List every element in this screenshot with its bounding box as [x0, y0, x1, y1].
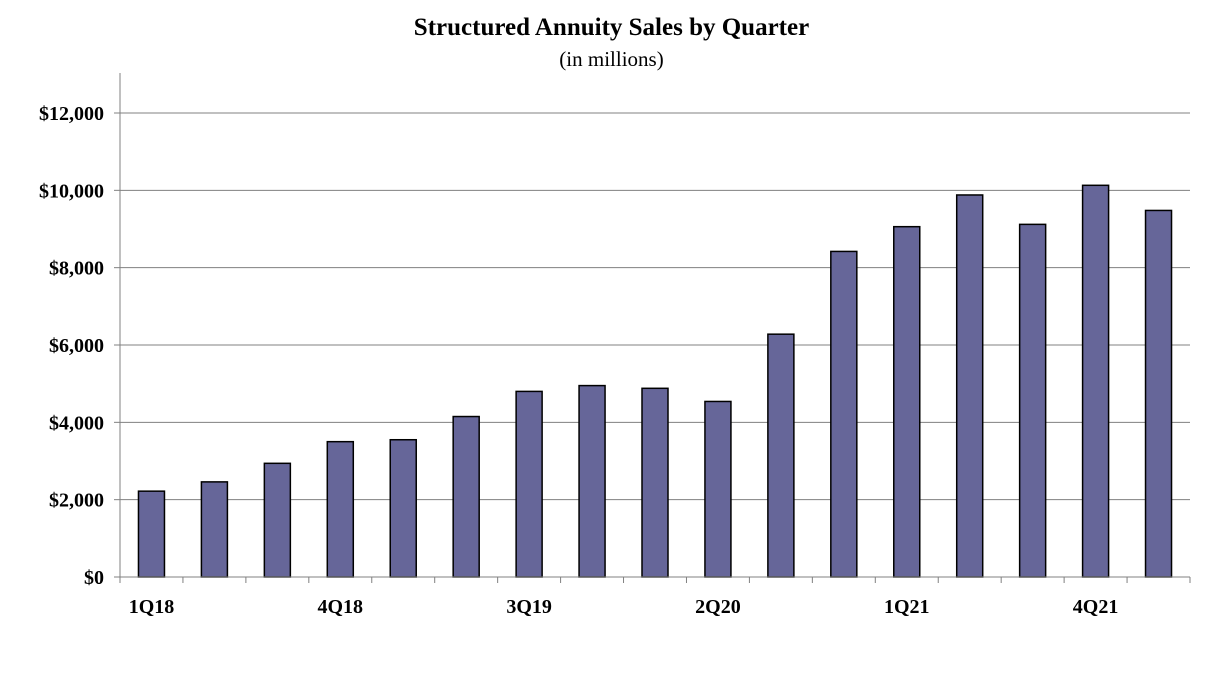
bar-3q20	[767, 333, 795, 578]
bars	[137, 184, 1173, 578]
bar-1q21	[893, 225, 921, 578]
bar-1q19	[389, 438, 417, 578]
x-tick-label: 2Q20	[695, 596, 741, 618]
x-tick-label: 3Q19	[506, 596, 552, 618]
chart-title: Structured Annuity Sales by Quarter	[413, 14, 810, 41]
bar-1q22	[1144, 209, 1173, 578]
y-tick-label: $0	[84, 567, 104, 589]
y-tick-labels: $0 $2,000 $4,000 $6,000 $8,000 $10,000 $12,000	[39, 103, 104, 589]
bar-4q20	[830, 250, 858, 578]
bar-3q18	[263, 462, 292, 578]
bar-1q18	[137, 490, 166, 578]
y-tick-label: $2,000	[49, 490, 104, 512]
bar-2q21	[955, 194, 984, 578]
x-tick-labels: 1Q18 4Q18 3Q19 2Q20 1Q21 4Q21	[129, 596, 1119, 618]
bar-1q20	[641, 387, 669, 578]
bar-3q19	[515, 390, 543, 578]
y-tick-label: $4,000	[49, 412, 104, 434]
bar-4q21	[1081, 184, 1110, 578]
x-tick-label: 1Q21	[884, 596, 930, 618]
x-tick-label: 4Q21	[1073, 596, 1119, 618]
bar-2q20	[704, 400, 732, 578]
y-tick-label: $6,000	[49, 335, 104, 357]
bar-3q21	[1018, 223, 1047, 578]
bar-2q19	[452, 415, 480, 578]
x-tick-label: 4Q18	[318, 596, 364, 618]
bar-2q18	[200, 481, 229, 578]
y-tick-label: $10,000	[39, 180, 104, 202]
chart-subtitle: (in millions)	[559, 47, 664, 71]
bar-4q19	[578, 384, 606, 578]
bar-4q18	[326, 440, 355, 578]
y-tick-label: $8,000	[49, 258, 104, 280]
y-tick-label: $12,000	[39, 103, 104, 125]
axes	[114, 73, 1191, 583]
x-tick-label: 1Q18	[129, 596, 175, 618]
